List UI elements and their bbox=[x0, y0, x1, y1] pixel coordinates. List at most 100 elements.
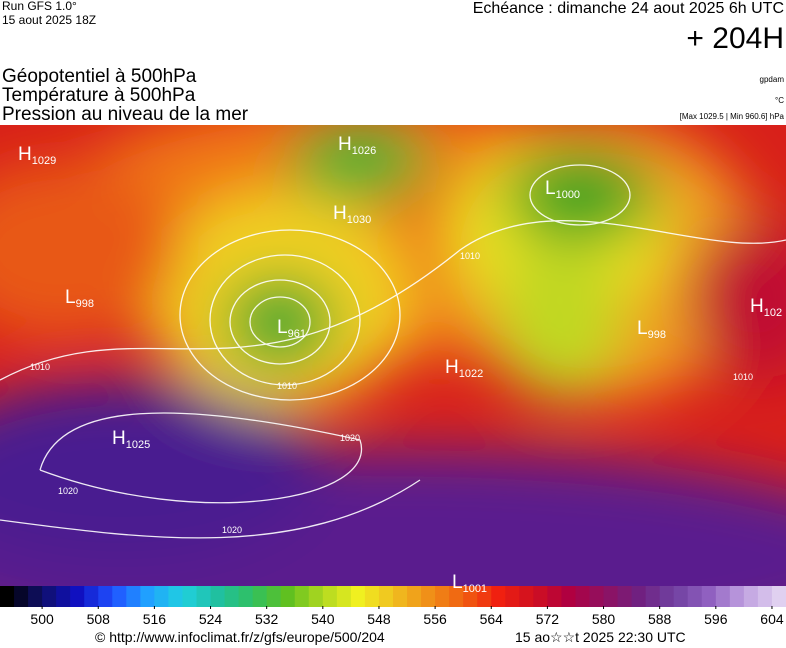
color-swatch bbox=[350, 586, 366, 607]
color-swatch bbox=[617, 586, 633, 607]
colorbar-label: 588 bbox=[648, 611, 672, 627]
color-swatch bbox=[533, 586, 548, 607]
color-swatch bbox=[70, 586, 85, 607]
color-swatch bbox=[28, 586, 43, 607]
color-swatch bbox=[154, 586, 169, 607]
colorbar-label: 508 bbox=[87, 611, 111, 627]
color-swatch bbox=[729, 586, 745, 607]
colorbar-label: 524 bbox=[199, 611, 223, 627]
colorbar-label: 540 bbox=[311, 611, 335, 627]
color-swatch bbox=[378, 586, 394, 607]
center-letter: H bbox=[445, 357, 459, 378]
color-swatch bbox=[435, 586, 450, 607]
pressure-center: L998 bbox=[65, 287, 94, 310]
center-letter: H bbox=[750, 296, 764, 317]
color-swatch bbox=[673, 586, 689, 607]
color-swatch bbox=[280, 586, 296, 607]
pressure-center: H1029 bbox=[18, 144, 56, 167]
color-swatch bbox=[98, 586, 113, 607]
field: Température à 500hPa bbox=[2, 85, 196, 106]
color-swatch bbox=[168, 586, 183, 607]
field: Géopotentiel à 500hPa bbox=[2, 66, 197, 87]
isobar-label: 1010 bbox=[30, 362, 50, 372]
color-swatch bbox=[659, 586, 675, 607]
field: Pression au niveau de la mer bbox=[2, 104, 249, 125]
color-swatch bbox=[140, 586, 155, 607]
color-swatch bbox=[126, 586, 141, 607]
isobar-label: 1010 bbox=[277, 381, 297, 391]
run: Run GFS 1.0° bbox=[2, 0, 77, 13]
color-swatch bbox=[238, 586, 254, 607]
color-swatch bbox=[322, 586, 338, 607]
pressure-center: L1001 bbox=[452, 572, 487, 595]
center-value: 102 bbox=[764, 307, 782, 319]
source: © http://www.infoclimat.fr/z/gfs/europe/… bbox=[95, 629, 385, 645]
lead-time: + 204H bbox=[686, 22, 784, 55]
colorbar-label: 572 bbox=[536, 611, 560, 627]
center-letter: L bbox=[637, 318, 648, 339]
isobar-label: 1020 bbox=[222, 525, 242, 535]
pressure-center: H1026 bbox=[338, 134, 376, 157]
color-swatch bbox=[701, 586, 717, 607]
center-letter: L bbox=[65, 287, 76, 308]
color-swatch bbox=[224, 586, 240, 607]
pressure-center: L961 bbox=[277, 317, 306, 340]
color-swatch bbox=[294, 586, 310, 607]
color-swatch bbox=[84, 586, 99, 607]
color-swatch bbox=[266, 586, 282, 607]
colorbar-label: 564 bbox=[480, 611, 504, 627]
map bbox=[0, 125, 786, 586]
unit: °C bbox=[775, 96, 784, 105]
color-swatch bbox=[757, 586, 773, 607]
center-value: 1030 bbox=[347, 214, 371, 226]
center-letter: L bbox=[545, 178, 556, 199]
color-swatch bbox=[308, 586, 324, 607]
colorbar-label: 516 bbox=[143, 611, 167, 627]
color-swatch bbox=[519, 586, 534, 607]
color-swatch bbox=[743, 586, 759, 607]
color-swatch bbox=[112, 586, 127, 607]
color-swatch bbox=[505, 586, 520, 607]
color-swatch bbox=[477, 586, 492, 607]
unit: [Max 1029.5 | Min 960.6] hPa bbox=[680, 112, 785, 121]
pressure-center: H1022 bbox=[445, 357, 483, 380]
color-swatch bbox=[715, 586, 731, 607]
center-value: 1000 bbox=[556, 189, 580, 201]
colorbar-label: 596 bbox=[704, 611, 728, 627]
pressure-center: H1025 bbox=[112, 428, 150, 451]
color-swatch bbox=[463, 586, 478, 607]
colorbar-label: 604 bbox=[760, 611, 784, 627]
color-swatch bbox=[364, 586, 380, 607]
center-value: 1029 bbox=[32, 155, 56, 167]
generated: 15 ao☆☆t 2025 22:30 UTC bbox=[515, 629, 686, 645]
color-swatch bbox=[182, 586, 197, 607]
color-swatch bbox=[336, 586, 352, 607]
colorbar-label: 556 bbox=[423, 611, 447, 627]
color-swatch bbox=[575, 586, 590, 607]
color-swatch bbox=[589, 586, 605, 607]
color-swatch bbox=[56, 586, 71, 607]
run-date: 15 aout 2025 18Z bbox=[2, 13, 96, 27]
colorbar-label: 580 bbox=[592, 611, 616, 627]
center-value: 998 bbox=[76, 298, 94, 310]
center-letter: H bbox=[333, 203, 347, 224]
color-swatch bbox=[449, 586, 464, 607]
center-letter: L bbox=[452, 572, 463, 593]
center-value: 998 bbox=[648, 329, 666, 341]
center-value: 1001 bbox=[463, 583, 487, 595]
valid-time: Echéance : dimanche 24 aout 2025 6h UTC bbox=[473, 0, 784, 17]
color-swatch bbox=[547, 586, 562, 607]
center-value: 1025 bbox=[126, 439, 150, 451]
isobar-label: 1010 bbox=[460, 251, 480, 261]
color-swatch bbox=[561, 586, 576, 607]
pressure-center: L1000 bbox=[545, 178, 580, 201]
pressure-center: L998 bbox=[637, 318, 666, 341]
isobar-label: 1010 bbox=[733, 372, 753, 382]
colorbar: 500 508 516 524 532 540 548 556 564 572 580 588 596 6… bbox=[0, 586, 786, 627]
color-swatch bbox=[210, 586, 226, 607]
color-swatch bbox=[393, 586, 408, 607]
color-swatch bbox=[14, 586, 29, 607]
center-letter: H bbox=[18, 144, 32, 165]
center-letter: H bbox=[338, 134, 352, 155]
isobar-label: 1020 bbox=[58, 486, 78, 496]
